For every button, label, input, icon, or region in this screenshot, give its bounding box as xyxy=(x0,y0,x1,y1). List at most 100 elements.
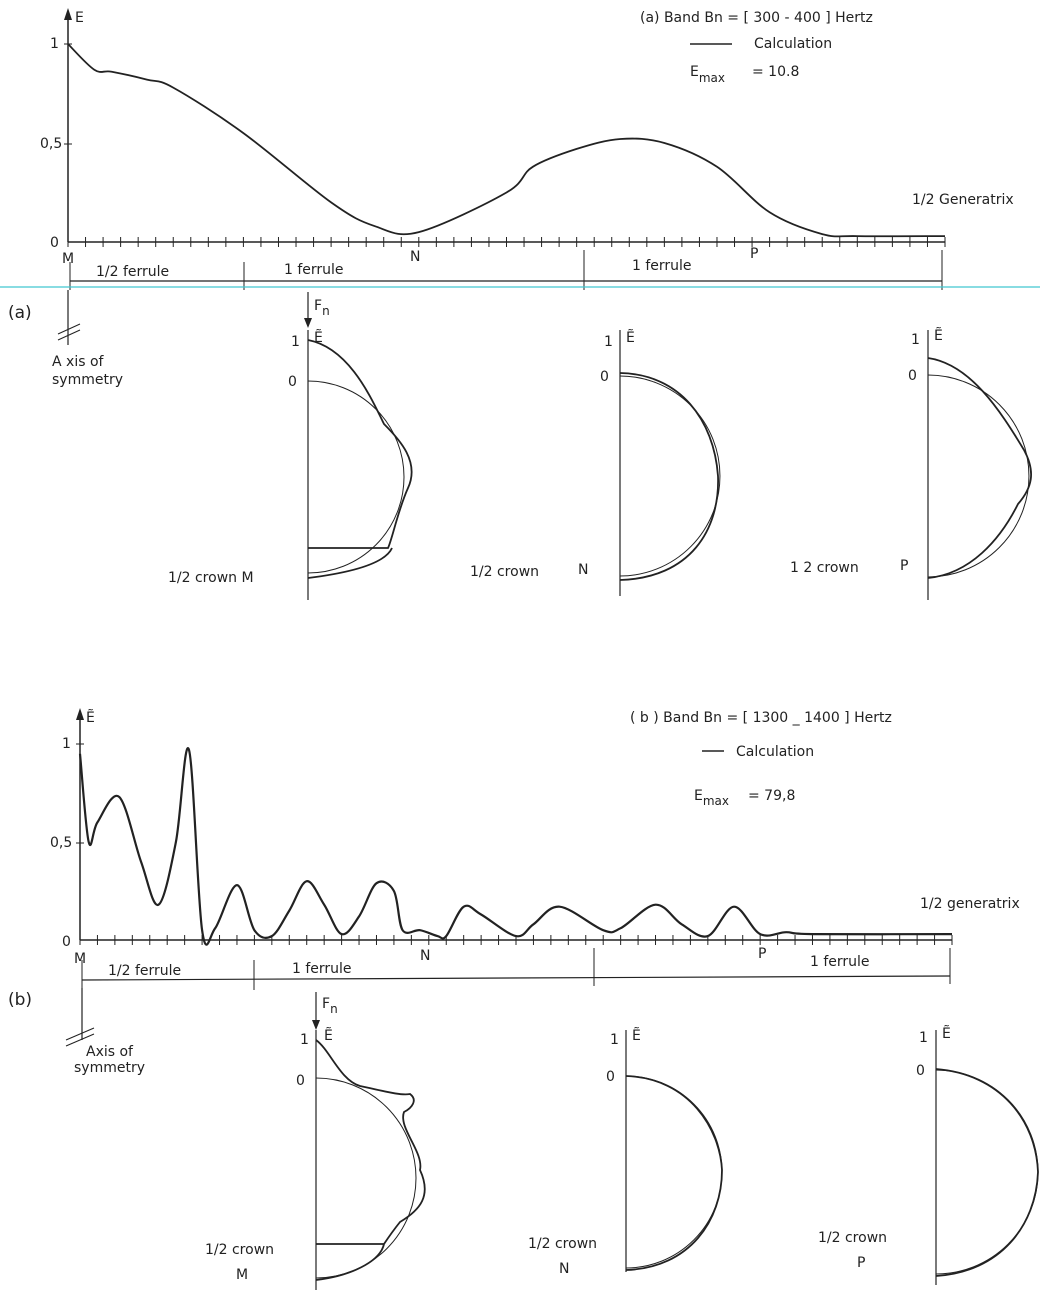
a-crown-letter-P: P xyxy=(900,558,908,574)
a-ytick-1: 1 xyxy=(50,36,59,52)
a-crown-label-M: 1/2 crown M xyxy=(168,570,254,586)
b-legend-label: Calculation xyxy=(736,744,814,760)
a-polar-P-tick-0: 0 xyxy=(908,368,917,384)
b-crown-label-M: 1/2 crown xyxy=(205,1242,274,1258)
a-ytick-0: 0 xyxy=(50,235,59,251)
b-crown-label-P: 1/2 crown xyxy=(818,1230,887,1246)
b-polar-N-axis-label: Ẽ xyxy=(632,1027,641,1044)
a-polar-N-tick-1: 1 xyxy=(604,334,613,350)
a-polar-N-response xyxy=(619,372,719,581)
b-force-F: F xyxy=(322,996,330,1012)
b-emax-label: Emax xyxy=(694,788,729,808)
a-polar-N-axis-label: Ẽ xyxy=(626,329,635,346)
a-emax-value: = 10.8 xyxy=(752,64,799,80)
a-polar-N-reference xyxy=(619,375,721,577)
a-force-F: F xyxy=(314,298,322,314)
b-force-sub: n xyxy=(330,1002,338,1016)
b-ferrule-line xyxy=(81,975,951,981)
a-crown-label-N: 1/2 crown xyxy=(470,564,539,580)
b-polar-N-tick-0: 0 xyxy=(606,1069,615,1085)
b-crown-letter-N: N xyxy=(559,1261,569,1277)
b-polar-P-tick-1: 1 xyxy=(919,1030,928,1046)
a-force-label: Fn xyxy=(314,298,330,318)
panel-a: 1 0,5 0 E (a) Band Bn = [ 300 - 400 ] He… xyxy=(40,8,1014,290)
b-polar-M-tick-0: 0 xyxy=(296,1073,305,1089)
b-crown-letter-P: P xyxy=(857,1255,865,1271)
b-force-arrow-head xyxy=(312,1020,320,1030)
a-force-arrow-head xyxy=(304,318,312,328)
a-point-M: M xyxy=(62,251,74,267)
b-band-text: ( b ) Band Bn = [ 1300 _ 1400 ] Hertz xyxy=(630,710,892,726)
a-polar-P-axis-label: Ẽ xyxy=(934,327,943,344)
b-ytick-1: 1 xyxy=(62,736,71,752)
b-point-M: M xyxy=(74,951,86,967)
a-emax-E: E xyxy=(690,64,699,80)
a-polar-M-tick-1: 1 xyxy=(291,334,300,350)
a-polar-P-reference xyxy=(927,374,1030,578)
b-ferrule-label-1: 1/2 ferrule xyxy=(108,963,181,979)
b-y-label: Ẽ xyxy=(86,709,95,726)
a-y-arrow xyxy=(64,8,72,20)
b-polar-P-response xyxy=(935,1068,1039,1277)
b-series-line xyxy=(78,747,953,946)
panel-a-polar: (a) A xis of symmetry Fn Ẽ 1 0 1/2 crown… xyxy=(8,290,1032,600)
b-symmetry-hash-2 xyxy=(65,1033,95,1047)
a-point-P: P xyxy=(750,246,758,262)
b-polar-N-response xyxy=(625,1075,723,1271)
a-symmetry-label-2: symmetry xyxy=(52,372,123,388)
b-crown-label-N: 1/2 crown xyxy=(528,1236,597,1252)
a-symmetry-hash-1 xyxy=(57,323,81,335)
a-point-N: N xyxy=(410,249,420,265)
a-symmetry-hash-2 xyxy=(57,329,81,341)
a-emax-label: Emax xyxy=(690,64,725,85)
b-symmetry-label-2: symmetry xyxy=(74,1060,145,1076)
b-ytick-05: 0,5 xyxy=(50,835,72,851)
b-crown-letter-M: M xyxy=(236,1267,248,1283)
b-symmetry-hash-1 xyxy=(65,1027,95,1041)
a-y-label: E xyxy=(75,10,84,26)
b-polar-N-reference xyxy=(625,1075,723,1269)
b-y-arrow xyxy=(76,708,84,720)
a-x-label: 1/2 Generatrix xyxy=(912,192,1014,208)
a-polar-M-tick-0: 0 xyxy=(288,374,297,390)
a-polar-P-response xyxy=(927,357,1032,579)
a-ferrule-label-3: 1 ferrule xyxy=(632,258,692,274)
b-polar-M-axis-label: Ẽ xyxy=(324,1027,333,1044)
b-emax-E: E xyxy=(694,788,703,804)
b-polar-M-response xyxy=(315,1039,426,1281)
a-emax-sub: max xyxy=(699,71,725,85)
b-emax-value: = 79,8 xyxy=(748,788,795,804)
a-polar-P-tick-1: 1 xyxy=(911,332,920,348)
a-legend-label: Calculation xyxy=(754,36,832,52)
b-point-P: P xyxy=(758,946,766,962)
b-point-N: N xyxy=(420,948,430,964)
b-x-label: 1/2 generatrix xyxy=(920,896,1020,912)
b-symmetry-label-1: Axis of xyxy=(86,1044,134,1060)
a-crown-label-P: 1 2 crown xyxy=(790,560,859,576)
b-force-label: Fn xyxy=(322,996,338,1016)
b-ferrule-label-3: 1 ferrule xyxy=(810,954,870,970)
b-polar-M-tick-1: 1 xyxy=(300,1032,309,1048)
a-polar-M-axis-label: Ẽ xyxy=(314,329,323,346)
b-ytick-0: 0 xyxy=(62,934,71,950)
b-x-ticks xyxy=(79,935,953,945)
a-polar-N-tick-0: 0 xyxy=(600,369,609,385)
b-emax-sub: max xyxy=(703,794,729,808)
a-ferrule-label-1: 1/2 ferrule xyxy=(96,264,169,280)
panel-b: 1 0,5 0 Ẽ ( b ) Band Bn = [ 1300 _ 1400 … xyxy=(8,708,1039,1290)
a-band-text: (a) Band Bn = [ 300 - 400 ] Hertz xyxy=(640,10,873,26)
a-force-sub: n xyxy=(322,304,330,318)
b-polar-M-reference xyxy=(315,1077,417,1279)
a-series-line xyxy=(67,43,946,238)
b-ferrule-label-2: 1 ferrule xyxy=(292,961,352,977)
a-polar-M-reference xyxy=(307,380,405,574)
a-x-ticks xyxy=(67,237,946,247)
a-polar-M-response xyxy=(307,339,413,579)
a-crown-letter-N: N xyxy=(578,562,588,578)
b-polar-P-axis-label: Ẽ xyxy=(942,1025,951,1042)
a-symmetry-label-1: A xis of xyxy=(52,354,105,370)
b-polar-P-reference xyxy=(935,1069,1039,1275)
a-ytick-05: 0,5 xyxy=(40,136,62,152)
b-panel-label: (b) xyxy=(8,990,32,1010)
